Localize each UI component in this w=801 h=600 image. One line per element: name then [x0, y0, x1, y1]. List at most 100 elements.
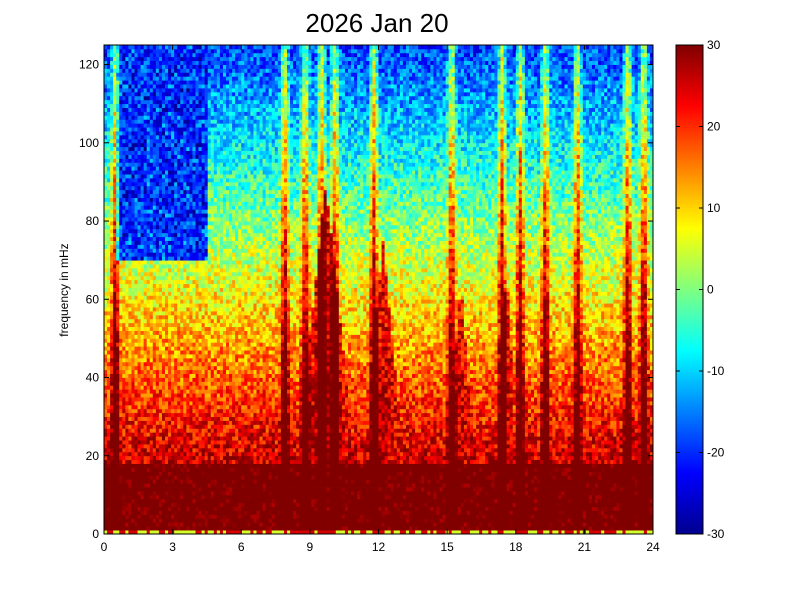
heatmap-cell [149, 350, 154, 355]
heatmap-cell [137, 377, 141, 382]
heatmap-cell [195, 408, 199, 414]
heatmap-cell [158, 436, 163, 441]
heatmap-cell [177, 342, 181, 347]
heatmap-cell [113, 518, 117, 523]
heatmap-cell [137, 60, 141, 65]
heatmap-cell [140, 357, 145, 363]
heatmap-cell [119, 479, 123, 484]
heatmap-cell [186, 428, 190, 433]
heatmap-cell [177, 213, 181, 218]
heatmap-cell [177, 60, 181, 65]
heatmap-cell [134, 494, 138, 500]
heatmap-cell [213, 279, 218, 285]
heatmap-cell [183, 436, 187, 441]
heatmap-cell [177, 318, 181, 324]
heatmap-cell [186, 84, 190, 89]
heatmap-cell [168, 52, 172, 58]
heatmap-cell [213, 322, 218, 328]
heatmap-cell [116, 440, 120, 445]
heatmap-cell [171, 213, 175, 218]
heatmap-cell [222, 354, 227, 359]
heatmap-cell [195, 303, 199, 308]
heatmap-cell [204, 526, 209, 531]
heatmap-cell [110, 131, 114, 136]
heatmap-cell [183, 400, 187, 406]
heatmap-cell [180, 252, 184, 257]
heatmap-cell [107, 99, 111, 105]
heatmap-cell [186, 60, 190, 65]
heatmap-cell [165, 236, 169, 241]
heatmap-cell [168, 467, 172, 472]
heatmap-cell [204, 506, 209, 511]
heatmap-cell [210, 142, 215, 148]
heatmap-cell [146, 221, 151, 226]
heatmap-cell [149, 518, 154, 523]
heatmap-cell [216, 201, 221, 206]
heatmap-cell [171, 170, 175, 175]
heatmap-cell [140, 252, 145, 257]
heatmap-cell [180, 416, 184, 421]
heatmap-cell [128, 60, 132, 65]
heatmap-cell [155, 487, 160, 492]
heatmap-cell [213, 408, 218, 414]
heatmap-cell [152, 174, 157, 179]
heatmap-cell [198, 181, 202, 187]
heatmap-cell [113, 459, 117, 464]
heatmap-cell [186, 103, 190, 108]
heatmap-cell [198, 295, 202, 300]
heatmap-cell [125, 240, 129, 245]
heatmap-cell [119, 350, 123, 355]
heatmap-cell [207, 420, 212, 425]
heatmap-cell [207, 213, 212, 218]
heatmap-cell [137, 432, 141, 437]
heatmap-cell [149, 530, 154, 535]
heatmap-cell [146, 444, 151, 449]
heatmap-cell [137, 471, 141, 476]
heatmap-cell [180, 154, 184, 159]
heatmap-cell [177, 373, 181, 378]
heatmap-cell [104, 217, 108, 222]
heatmap-cell [189, 115, 193, 120]
heatmap-cell [149, 326, 154, 331]
heatmap-cell [198, 134, 202, 140]
heatmap-cell [143, 400, 148, 406]
heatmap-cell [122, 150, 126, 155]
heatmap-cell [158, 45, 163, 50]
heatmap-cell [158, 60, 163, 65]
heatmap-cell [171, 408, 175, 414]
heatmap-cell [143, 502, 148, 508]
heatmap-cell [195, 84, 199, 89]
heatmap-cell [213, 471, 218, 476]
heatmap-cell [140, 197, 145, 202]
heatmap-cell [198, 483, 202, 488]
heatmap-cell [110, 91, 114, 97]
heatmap-cell [131, 271, 135, 277]
heatmap-cell [222, 416, 227, 421]
heatmap-cell [131, 264, 135, 269]
heatmap-cell [204, 342, 209, 347]
heatmap-cell [110, 271, 114, 277]
heatmap-cell [216, 451, 221, 457]
heatmap-cell [174, 56, 178, 62]
heatmap-cell [219, 279, 224, 285]
heatmap-cell [104, 307, 108, 312]
heatmap-cell [186, 393, 190, 398]
heatmap-cell [137, 459, 141, 464]
heatmap-cell [216, 48, 221, 54]
heatmap-cell [174, 502, 178, 508]
heatmap-cell [116, 68, 120, 73]
heatmap-cell [186, 178, 190, 183]
heatmap-cell [116, 88, 120, 93]
heatmap-cell [107, 291, 111, 296]
heatmap-cell [210, 291, 215, 296]
heatmap-cell [186, 56, 190, 62]
heatmap-cell [140, 400, 145, 406]
heatmap-cell [171, 424, 175, 429]
heatmap-cell [131, 334, 135, 339]
heatmap-cell [140, 221, 145, 226]
heatmap-cell [198, 224, 202, 230]
heatmap-cell [219, 502, 224, 508]
heatmap-cell [207, 350, 212, 355]
heatmap-cell [201, 451, 206, 457]
heatmap-cell [116, 267, 120, 273]
